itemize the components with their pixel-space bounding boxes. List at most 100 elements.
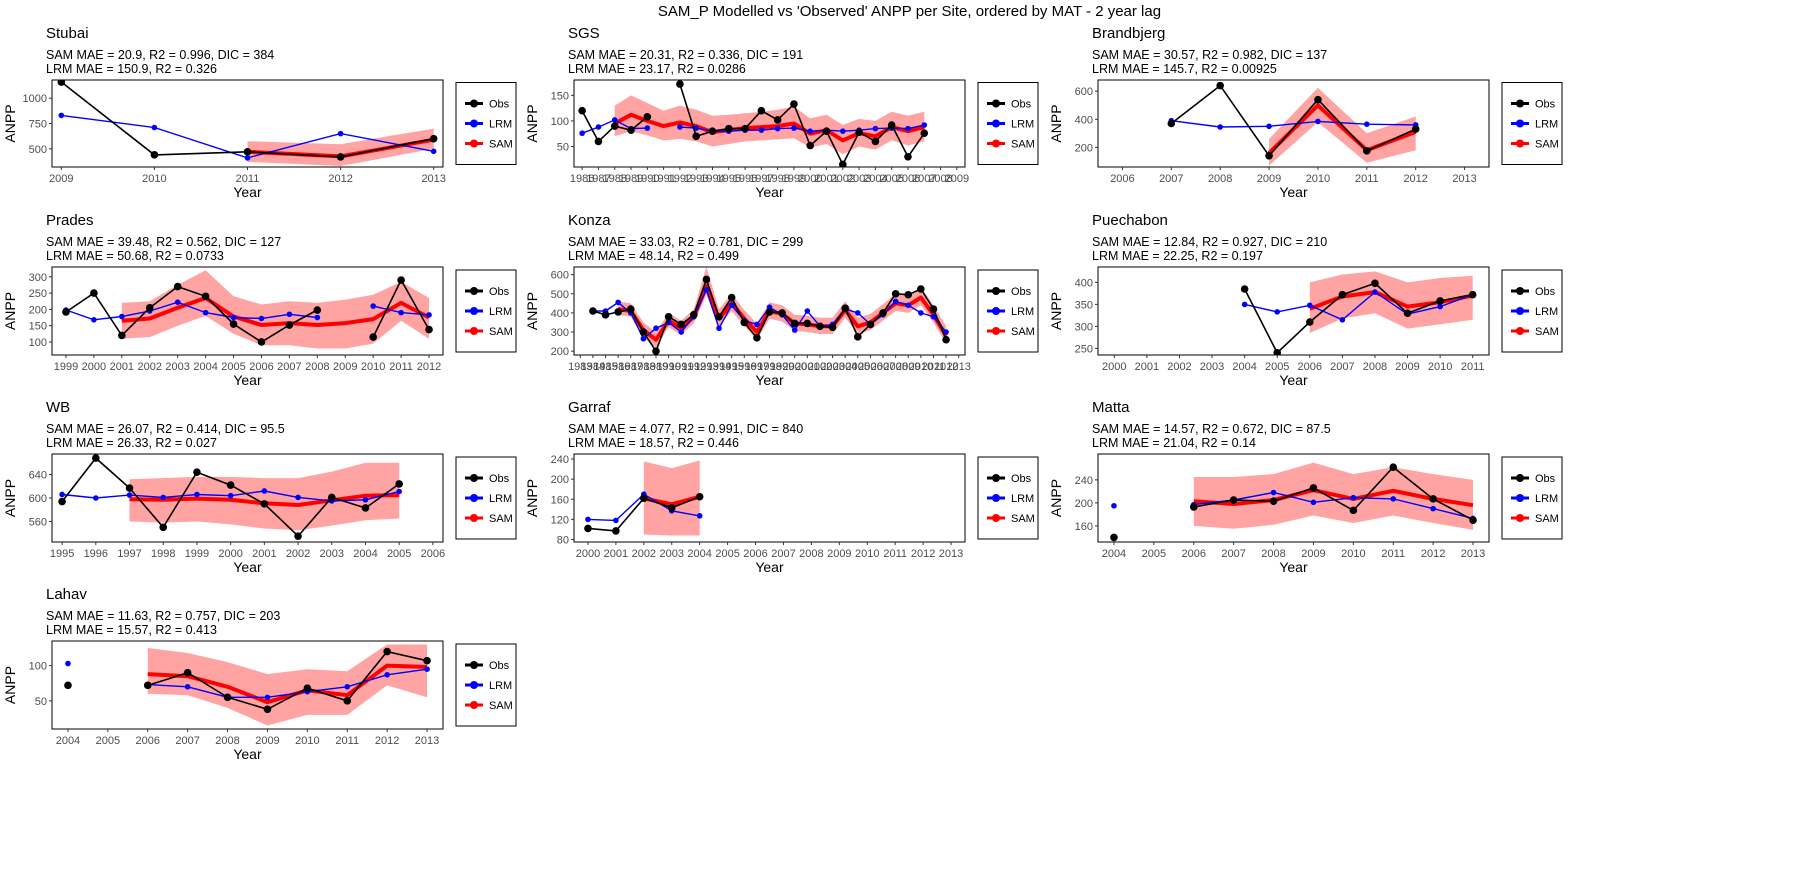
lrm-point: [314, 314, 321, 321]
legend: Obs LRM SAM: [1501, 82, 1563, 165]
legend-label: LRM: [1535, 493, 1558, 505]
lrm-point: [227, 492, 234, 499]
x-tick-label: 2006: [743, 548, 767, 560]
panel-brandbjerg: Brandbjerg SAM MAE = 30.57, R2 = 0.982, D…: [1048, 25, 1563, 200]
obs-point: [920, 129, 929, 138]
y-tick-label: 240: [551, 454, 569, 466]
lrm-point: [678, 329, 685, 335]
x-tick-label: 2011: [389, 361, 413, 373]
x-tick-label: 2012: [375, 735, 399, 747]
lrm-point: [653, 325, 659, 332]
x-tick-label: 2010: [909, 361, 933, 373]
obs-point: [727, 293, 736, 302]
legend-label: SAM: [489, 139, 513, 151]
x-tick-label: 2008: [1363, 361, 1387, 373]
x-tick-label: 2005: [387, 548, 411, 560]
x-tick-label: 2007: [1159, 173, 1183, 185]
obs-point: [263, 705, 272, 714]
lrm-point: [613, 517, 619, 524]
x-tick-label: 2004: [193, 361, 217, 373]
obs-point: [790, 319, 799, 328]
legend-label: Obs: [489, 473, 510, 485]
lrm-point: [1350, 494, 1357, 501]
plot-area: [584, 460, 704, 536]
obs-point: [839, 160, 847, 167]
lrm-point: [758, 127, 765, 133]
x-tick-label: 2008: [883, 361, 907, 373]
obs-point: [226, 481, 235, 489]
sam-credible-band: [618, 267, 947, 348]
obs-point: [150, 151, 159, 159]
y-tick-label: 200: [1075, 498, 1093, 510]
lrm-point: [611, 117, 618, 123]
lrm-point: [595, 124, 602, 130]
sam-series-line: [1193, 488, 1474, 508]
legend-label: SAM: [1011, 513, 1035, 525]
x-tick-label: 2005: [715, 548, 739, 560]
lrm-point: [943, 329, 949, 335]
x-tick-label: 2004: [1232, 361, 1256, 373]
panel-lrm-stats: LRM MAE = 48.14, R2 = 0.499: [568, 249, 739, 263]
obs-point: [778, 309, 786, 317]
x-tick-label: 1986: [570, 173, 594, 185]
lrm-point: [854, 310, 861, 316]
lrm-point: [1266, 123, 1272, 130]
x-tick-label: 2009: [333, 361, 357, 373]
legend-key-point: [992, 99, 1000, 108]
obs-point: [58, 497, 66, 506]
x-tick-label: 2013: [421, 173, 445, 185]
panel-sam-stats: SAM MAE = 11.63, R2 = 0.757, DIC = 203: [46, 609, 280, 623]
x-tick-label: 2009: [1395, 361, 1419, 373]
legend-label: SAM: [1535, 513, 1559, 525]
x-tick-label: 2012: [1403, 173, 1427, 185]
obs-point: [143, 681, 152, 690]
lrm-point: [1270, 489, 1277, 496]
x-tick-label: 2008: [1261, 548, 1285, 560]
obs-point: [1371, 279, 1379, 288]
x-axis-title: Year: [233, 559, 262, 575]
x-tick-label: 2006: [421, 548, 445, 560]
lrm-point: [703, 287, 710, 293]
obs-point: [1469, 516, 1477, 524]
x-tick-label: 1995: [50, 548, 74, 560]
legend-key-point: [1516, 327, 1524, 335]
obs-point: [904, 290, 913, 299]
obs-point: [942, 335, 950, 344]
x-tick-label: 2004: [56, 735, 80, 747]
panel-lrm-stats: LRM MAE = 21.04, R2 = 0.14: [1092, 436, 1256, 450]
lrm-point: [396, 488, 402, 495]
lrm-point: [151, 124, 158, 131]
x-tick-label: 2004: [687, 548, 711, 560]
lrm-point: [615, 299, 621, 306]
legend-key-point: [470, 494, 478, 502]
sam-series-line: [1267, 103, 1417, 155]
lrm-point: [1306, 302, 1313, 309]
x-tick-label: 2009: [49, 173, 73, 185]
obs-point: [1363, 147, 1371, 155]
x-tick-label: 2013: [946, 361, 970, 373]
legend-key-point: [470, 661, 478, 669]
legend-key-point: [992, 327, 1000, 335]
obs-point: [887, 121, 896, 129]
lrm-point: [1310, 499, 1317, 506]
lrm-point: [754, 321, 760, 328]
obs-series-line: [65, 285, 318, 343]
obs-point: [336, 153, 345, 161]
x-tick-label: 1995: [717, 173, 741, 185]
sam-credible-band: [643, 460, 700, 536]
x-tick-label: 2002: [831, 173, 855, 185]
obs-point: [841, 304, 849, 312]
y-tick-label: 400: [1075, 114, 1093, 126]
lrm-point: [160, 494, 167, 501]
obs-point: [118, 331, 126, 340]
x-tick-label: 1994: [707, 361, 731, 373]
obs-point: [1265, 151, 1273, 160]
obs-point: [423, 656, 431, 665]
x-tick-label: 1997: [117, 548, 141, 560]
obs-point: [395, 480, 403, 488]
y-tick-label: 100: [29, 661, 47, 673]
x-tick-label: 1985: [593, 361, 617, 373]
x-tick-label: 2008: [1208, 173, 1232, 185]
x-tick-label: 2006: [1298, 361, 1322, 373]
legend: Obs LRM SAM: [1501, 269, 1563, 353]
